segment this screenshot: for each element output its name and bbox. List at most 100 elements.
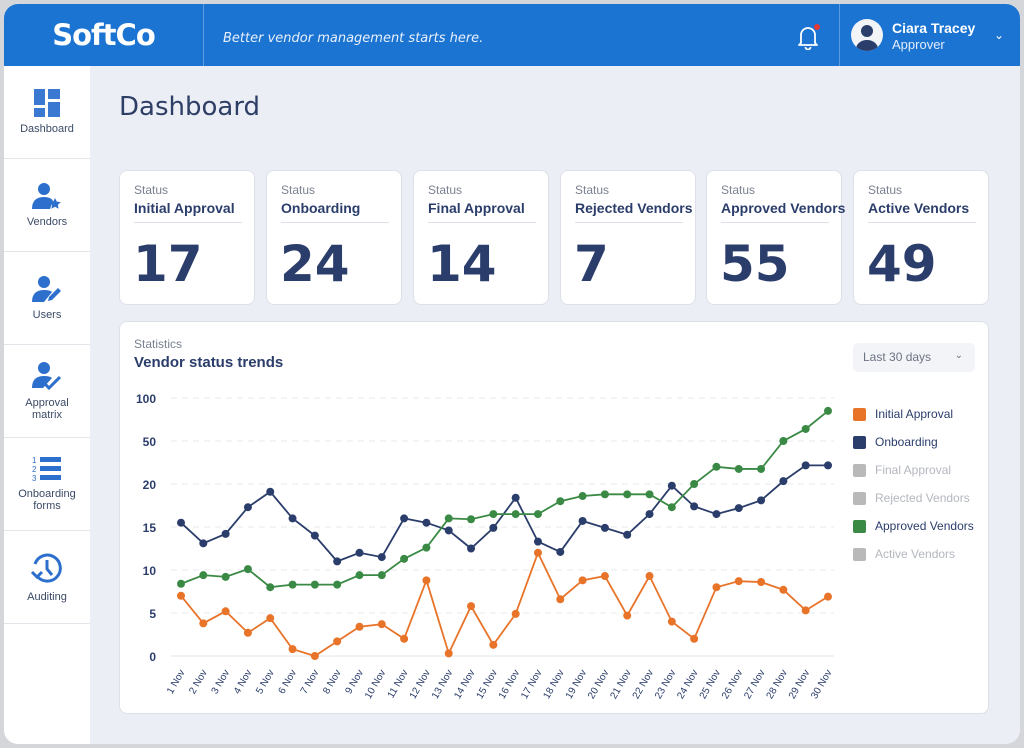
data-point[interactable] <box>221 529 230 538</box>
data-point[interactable] <box>511 493 520 502</box>
data-point[interactable] <box>177 591 185 600</box>
legend-item[interactable]: Rejected Vendors <box>853 484 974 512</box>
data-point[interactable] <box>355 622 364 631</box>
legend-item[interactable]: Initial Approval <box>853 400 974 428</box>
data-point[interactable] <box>645 572 654 581</box>
data-point[interactable] <box>400 514 409 523</box>
data-point[interactable] <box>757 464 766 473</box>
data-point[interactable] <box>243 565 252 574</box>
data-point[interactable] <box>377 571 386 580</box>
status-card-final-approval[interactable]: Status Final Approval 14 <box>413 170 549 305</box>
data-point[interactable] <box>266 614 275 623</box>
sidebar-item-approval-matrix[interactable]: Approval matrix <box>4 345 90 438</box>
data-point[interactable] <box>333 637 342 646</box>
status-card-approved-vendors[interactable]: Status Approved Vendors 55 <box>706 170 845 305</box>
data-point[interactable] <box>333 557 342 566</box>
data-point[interactable] <box>645 490 654 499</box>
data-point[interactable] <box>533 537 542 546</box>
data-point[interactable] <box>444 514 453 523</box>
sidebar-item-dashboard[interactable]: Dashboard <box>4 66 90 159</box>
legend-item[interactable]: Onboarding <box>853 428 974 456</box>
data-point[interactable] <box>801 606 810 615</box>
data-point[interactable] <box>667 503 676 512</box>
data-point[interactable] <box>690 480 699 488</box>
data-point[interactable] <box>377 553 386 562</box>
status-card-rejected-vendors[interactable]: Status Rejected Vendors 7 <box>560 170 696 305</box>
data-point[interactable] <box>712 462 721 471</box>
data-point[interactable] <box>801 424 810 433</box>
data-point[interactable] <box>199 619 208 628</box>
data-point[interactable] <box>600 490 609 499</box>
data-point[interactable] <box>288 580 297 589</box>
data-point[interactable] <box>623 611 632 620</box>
data-point[interactable] <box>489 510 498 519</box>
data-point[interactable] <box>467 544 476 553</box>
data-point[interactable] <box>199 539 208 548</box>
sidebar-item-users[interactable]: Users <box>4 252 90 345</box>
data-point[interactable] <box>533 548 542 557</box>
data-point[interactable] <box>243 628 252 637</box>
data-point[interactable] <box>288 514 297 523</box>
data-point[interactable] <box>779 585 788 594</box>
date-range-select[interactable]: Last 30 days ⌄ <box>853 343 975 372</box>
data-point[interactable] <box>801 461 810 470</box>
status-card-active-vendors[interactable]: Status Active Vendors 49 <box>853 170 989 305</box>
data-point[interactable] <box>779 477 788 486</box>
data-point[interactable] <box>645 510 654 519</box>
data-point[interactable] <box>333 580 342 589</box>
sidebar-item-vendors[interactable]: Vendors <box>4 159 90 252</box>
sidebar-item-auditing[interactable]: Auditing <box>4 531 90 624</box>
data-point[interactable] <box>489 640 498 649</box>
data-point[interactable] <box>422 576 431 585</box>
data-point[interactable] <box>243 503 252 512</box>
data-point[interactable] <box>578 492 587 501</box>
data-point[interactable] <box>556 497 565 506</box>
data-point[interactable] <box>757 578 766 587</box>
data-point[interactable] <box>199 571 208 580</box>
data-point[interactable] <box>623 530 632 539</box>
data-point[interactable] <box>712 583 721 592</box>
data-point[interactable] <box>422 543 431 552</box>
data-point[interactable] <box>355 548 364 557</box>
data-point[interactable] <box>400 634 409 643</box>
status-card-initial-approval[interactable]: Status Initial Approval 17 <box>119 170 255 305</box>
data-point[interactable] <box>467 515 476 524</box>
data-point[interactable] <box>266 583 275 592</box>
data-point[interactable] <box>824 592 832 601</box>
bell-icon[interactable] <box>796 24 820 50</box>
data-point[interactable] <box>556 595 565 604</box>
legend-item[interactable]: Active Vendors <box>853 540 974 568</box>
data-point[interactable] <box>779 437 788 445</box>
data-point[interactable] <box>444 526 453 535</box>
data-point[interactable] <box>400 554 409 563</box>
data-point[interactable] <box>511 609 520 618</box>
data-point[interactable] <box>712 510 721 519</box>
data-point[interactable] <box>556 547 565 556</box>
data-point[interactable] <box>578 576 587 585</box>
data-point[interactable] <box>667 481 676 490</box>
user-menu[interactable]: Ciara Tracey Approver ⌄ <box>839 4 1020 66</box>
chevron-down-icon[interactable]: ⌄ <box>994 28 1005 42</box>
legend-item[interactable]: Approved Vendors <box>853 512 974 540</box>
data-point[interactable] <box>288 645 297 654</box>
data-point[interactable] <box>578 516 587 525</box>
data-point[interactable] <box>600 572 609 581</box>
data-point[interactable] <box>310 531 319 540</box>
logo[interactable]: SoftCo <box>4 4 204 66</box>
data-point[interactable] <box>355 571 364 580</box>
data-point[interactable] <box>824 406 832 415</box>
data-point[interactable] <box>310 652 319 660</box>
data-point[interactable] <box>623 490 632 499</box>
data-point[interactable] <box>177 579 185 588</box>
data-point[interactable] <box>734 504 743 513</box>
data-point[interactable] <box>734 577 743 586</box>
data-point[interactable] <box>690 634 699 643</box>
data-point[interactable] <box>734 464 743 473</box>
data-point[interactable] <box>177 518 185 527</box>
data-point[interactable] <box>467 602 476 611</box>
data-point[interactable] <box>221 572 230 581</box>
data-point[interactable] <box>690 502 699 511</box>
data-point[interactable] <box>667 617 676 626</box>
status-card-onboarding[interactable]: Status Onboarding 24 <box>266 170 402 305</box>
